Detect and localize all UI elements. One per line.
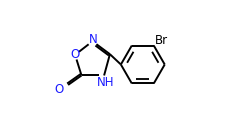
Text: O: O [54, 83, 63, 95]
Text: NH: NH [97, 76, 115, 89]
Text: O: O [70, 48, 80, 61]
Text: Br: Br [155, 34, 168, 47]
Text: N: N [89, 34, 98, 46]
